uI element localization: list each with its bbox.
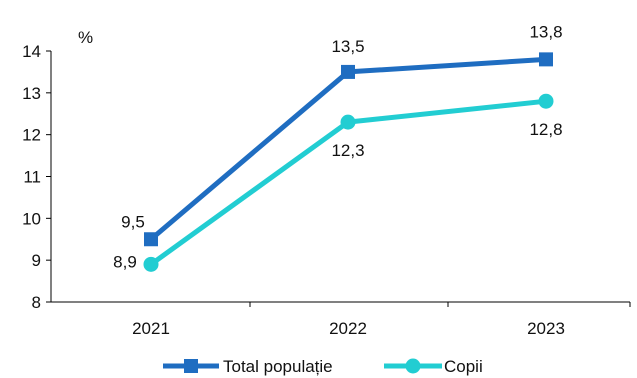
- legend-item-1: Total populație: [163, 357, 333, 376]
- data-label: 13,8: [529, 22, 562, 41]
- chart-data-labels: 9,5 13,5 13,8 8,9 12,3 12,8: [113, 22, 562, 271]
- x-tick-label: 2021: [132, 319, 170, 338]
- data-label: 9,5: [121, 212, 145, 231]
- data-point-square: [144, 232, 158, 247]
- legend-label: Copii: [444, 357, 483, 376]
- data-point-circle: [340, 114, 356, 130]
- data-point-circle: [538, 93, 554, 109]
- chart-series: [143, 52, 554, 272]
- y-tick-label: 11: [23, 168, 41, 187]
- legend-item-2: Copii: [384, 357, 483, 376]
- data-label: 13,5: [331, 37, 364, 56]
- legend-marker-circle: [405, 358, 421, 374]
- legend-label: Total populație: [223, 357, 333, 376]
- data-label: 12,3: [331, 141, 364, 160]
- y-tick-label: 8: [32, 293, 41, 312]
- chart-legend: Total populație Copii: [163, 357, 483, 376]
- chart-axes: 8 9 10 11 12 13 14% 2021 2022 2023: [22, 28, 631, 338]
- y-unit-label: %: [78, 28, 93, 47]
- data-point-square: [341, 64, 355, 79]
- x-tick-label: 2023: [527, 319, 565, 338]
- y-tick-label: 14: [22, 42, 41, 61]
- data-point-square: [539, 52, 553, 67]
- y-tick-label: 10: [22, 209, 41, 228]
- legend-marker-square: [184, 359, 198, 373]
- y-tick-label: 12: [22, 126, 41, 145]
- y-tick-label: 9: [32, 251, 41, 270]
- data-label: 12,8: [529, 120, 562, 139]
- x-tick-label: 2022: [329, 319, 367, 338]
- data-label: 8,9: [113, 252, 137, 271]
- y-tick-label: 13: [22, 84, 41, 103]
- data-point-circle: [143, 256, 159, 272]
